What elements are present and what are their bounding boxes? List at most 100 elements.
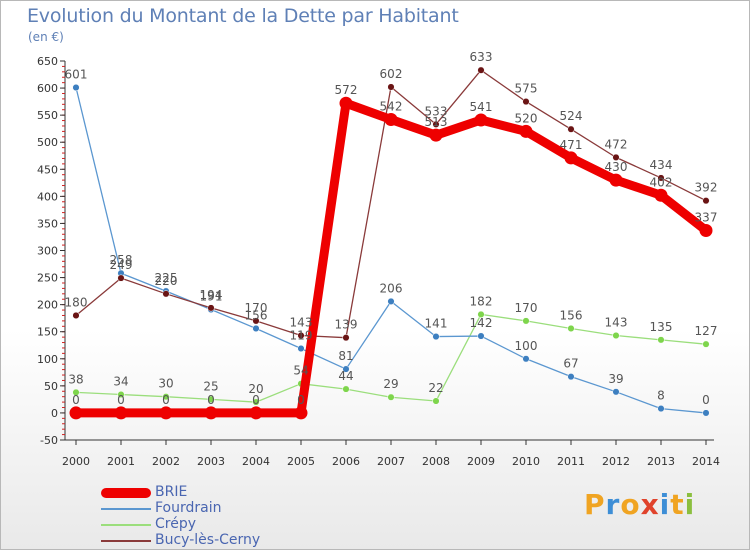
data-point bbox=[342, 365, 350, 373]
data-label: 601 bbox=[65, 68, 88, 82]
data-point bbox=[387, 297, 395, 305]
logo-letter: o bbox=[620, 488, 641, 521]
data-label: 34 bbox=[113, 375, 128, 389]
data-point bbox=[477, 332, 485, 340]
data-point bbox=[384, 112, 398, 126]
data-point bbox=[612, 153, 620, 161]
x-tick-label: 2014 bbox=[692, 455, 720, 468]
data-label: 0 bbox=[162, 393, 170, 407]
legend-swatch bbox=[101, 524, 151, 526]
data-point bbox=[522, 355, 530, 363]
data-label: 30 bbox=[158, 377, 173, 391]
data-point bbox=[564, 151, 578, 165]
x-tick-label: 2013 bbox=[647, 455, 675, 468]
data-point bbox=[474, 113, 488, 127]
data-label: 54 bbox=[293, 364, 308, 378]
data-label: 0 bbox=[297, 393, 305, 407]
y-tick-label: 650 bbox=[37, 55, 58, 68]
y-tick-label: 600 bbox=[37, 82, 58, 95]
x-tick-label: 2001 bbox=[107, 455, 135, 468]
data-label: 194 bbox=[200, 288, 223, 302]
data-label: 182 bbox=[470, 294, 493, 308]
data-point bbox=[294, 406, 308, 420]
y-tick-label: 400 bbox=[37, 190, 58, 203]
logo-letter: i bbox=[684, 488, 696, 521]
data-label: 402 bbox=[650, 175, 673, 189]
legend-swatch bbox=[101, 508, 151, 510]
data-point bbox=[204, 406, 218, 420]
data-point bbox=[207, 395, 215, 403]
data-label: 38 bbox=[68, 372, 83, 386]
data-label: 225 bbox=[155, 271, 178, 285]
data-point bbox=[522, 98, 530, 106]
data-point bbox=[567, 324, 575, 333]
data-point bbox=[252, 398, 260, 406]
data-label: 633 bbox=[470, 50, 493, 64]
logo-letter: r bbox=[605, 488, 621, 521]
data-point bbox=[252, 324, 260, 333]
data-point bbox=[207, 304, 215, 312]
proxiti-logo: Proxiti bbox=[584, 488, 695, 521]
data-label: 170 bbox=[515, 301, 538, 315]
data-point bbox=[117, 390, 125, 399]
data-point bbox=[699, 223, 713, 237]
data-label: 0 bbox=[207, 393, 215, 407]
data-point bbox=[519, 124, 533, 138]
data-label: 337 bbox=[695, 210, 718, 224]
data-label: 143 bbox=[605, 316, 628, 330]
data-label: 8 bbox=[657, 389, 665, 403]
legend-label: BRIE bbox=[155, 484, 188, 500]
x-tick-label: 2000 bbox=[62, 455, 90, 468]
data-label: 25 bbox=[203, 379, 218, 393]
x-tick-label: 2012 bbox=[602, 455, 630, 468]
data-label: 572 bbox=[335, 83, 358, 97]
data-label: 67 bbox=[563, 357, 578, 371]
data-label: 0 bbox=[72, 393, 80, 407]
y-tick-label: 0 bbox=[51, 407, 58, 420]
logo-letter: i bbox=[659, 488, 671, 521]
data-label: 22 bbox=[428, 381, 443, 395]
y-tick-label: 100 bbox=[37, 353, 58, 366]
data-label: 533 bbox=[425, 104, 448, 118]
data-label: 39 bbox=[608, 372, 623, 386]
data-label: 220 bbox=[155, 274, 178, 288]
data-point bbox=[342, 334, 350, 342]
y-tick-label: 550 bbox=[37, 109, 58, 122]
data-point bbox=[72, 388, 80, 396]
data-label: 0 bbox=[702, 393, 710, 407]
data-point bbox=[657, 405, 665, 413]
data-point bbox=[612, 388, 620, 396]
data-point bbox=[162, 290, 170, 298]
data-point bbox=[477, 310, 485, 318]
data-point bbox=[297, 331, 305, 340]
logo-letter: P bbox=[584, 488, 606, 521]
y-tick-label: -50 bbox=[40, 434, 58, 447]
data-point bbox=[159, 406, 173, 420]
x-tick-label: 2003 bbox=[197, 455, 225, 468]
data-point bbox=[387, 83, 395, 91]
data-point bbox=[339, 96, 353, 110]
data-point bbox=[297, 344, 305, 353]
series-line-fourdrain bbox=[75, 86, 707, 414]
y-tick-label: 200 bbox=[37, 299, 58, 312]
line-chart: -500501001502002503003504004505005506006… bbox=[37, 50, 720, 468]
data-point bbox=[657, 174, 665, 182]
data-point bbox=[72, 83, 80, 92]
legend-label: Fourdrain bbox=[155, 500, 222, 516]
y-tick-label: 500 bbox=[37, 136, 58, 149]
y-tick-label: 150 bbox=[37, 326, 58, 339]
data-point bbox=[567, 373, 575, 381]
data-point bbox=[657, 336, 665, 344]
data-point bbox=[654, 188, 668, 202]
x-tick-label: 2007 bbox=[377, 455, 405, 468]
data-point bbox=[609, 173, 623, 187]
x-tick-label: 2010 bbox=[512, 455, 540, 468]
data-label: 541 bbox=[470, 100, 493, 114]
data-point bbox=[114, 406, 128, 420]
data-label: 156 bbox=[560, 308, 583, 322]
data-label: 81 bbox=[338, 349, 353, 363]
data-label: 139 bbox=[335, 318, 358, 332]
data-label: 258 bbox=[110, 253, 133, 267]
data-label: 180 bbox=[65, 295, 88, 309]
